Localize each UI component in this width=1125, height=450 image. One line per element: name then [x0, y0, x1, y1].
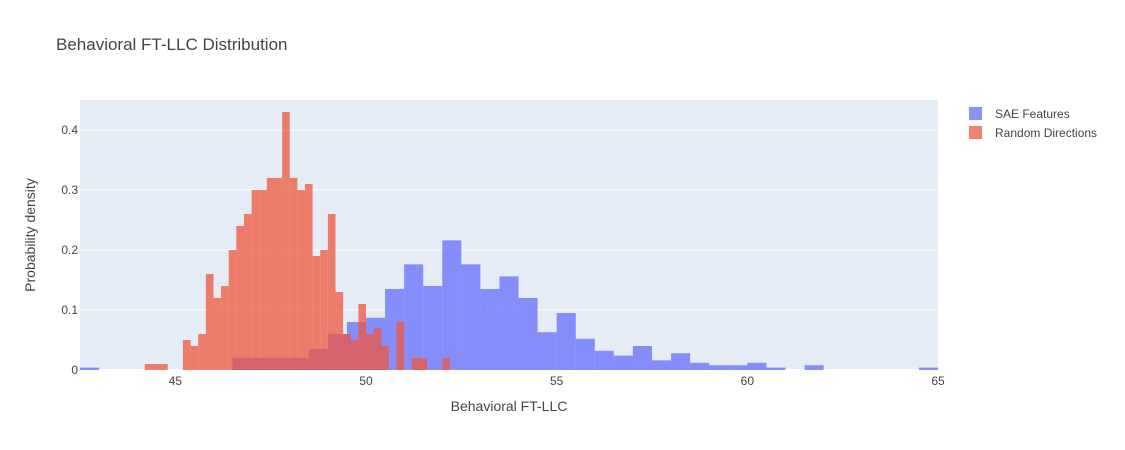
x-axis-ticks: 45 50 55 60 65 — [169, 374, 945, 388]
legend-swatch — [969, 126, 982, 139]
histogram-bar[interactable] — [213, 298, 222, 370]
histogram-bar[interactable] — [320, 250, 328, 370]
y-tick-label: 0.3 — [61, 183, 78, 197]
histogram-bar[interactable] — [243, 214, 252, 370]
y-axis-ticks: 0 0.1 0.2 0.3 0.4 — [61, 123, 78, 377]
legend-label: SAE Features — [995, 107, 1070, 121]
chart-title: Behavioral FT-LLC Distribution — [56, 35, 287, 54]
histogram-bar[interactable] — [182, 340, 191, 370]
histogram-bar[interactable] — [198, 334, 206, 370]
histogram-bar[interactable] — [335, 292, 344, 370]
histogram-bar[interactable] — [282, 112, 290, 370]
histogram-bar[interactable] — [652, 360, 672, 370]
histogram-bar[interactable] — [442, 358, 450, 370]
x-tick-label: 45 — [169, 374, 183, 388]
histogram-bar[interactable] — [423, 286, 443, 370]
x-tick-label: 55 — [550, 374, 564, 388]
legend-item[interactable]: SAE Features — [969, 107, 1070, 121]
histogram-bar[interactable] — [274, 178, 283, 370]
y-tick-label: 0 — [71, 363, 78, 377]
histogram-bar[interactable] — [289, 178, 298, 370]
histogram-bar[interactable] — [144, 364, 168, 370]
histogram-bar[interactable] — [480, 289, 500, 370]
histogram-bar[interactable] — [728, 365, 748, 370]
x-tick-label: 60 — [741, 374, 755, 388]
x-tick-label: 65 — [931, 374, 945, 388]
histogram-bar[interactable] — [766, 367, 786, 370]
histogram-bar[interactable] — [343, 334, 351, 370]
histogram-bar[interactable] — [537, 332, 557, 370]
histogram-bar[interactable] — [221, 286, 229, 370]
histogram-bar[interactable] — [499, 276, 519, 370]
histogram-bar[interactable] — [804, 365, 824, 370]
histogram-bar[interactable] — [259, 190, 267, 370]
histogram-bar[interactable] — [594, 350, 614, 370]
histogram-bar[interactable] — [404, 264, 424, 370]
histogram-bar[interactable] — [709, 365, 729, 370]
y-tick-label: 0.2 — [61, 243, 78, 257]
histogram-bar[interactable] — [918, 367, 938, 370]
histogram-bar[interactable] — [671, 353, 691, 370]
histogram-bar[interactable] — [312, 256, 321, 370]
x-axis-title: Behavioral FT-LLC — [451, 398, 568, 414]
histogram-bar[interactable] — [690, 362, 710, 370]
y-tick-label: 0.4 — [61, 123, 78, 137]
histogram-bar[interactable] — [350, 340, 359, 370]
histogram-bar[interactable] — [575, 338, 595, 370]
histogram-bar[interactable] — [518, 298, 538, 370]
histogram-bar[interactable] — [297, 190, 305, 370]
histogram-bar[interactable] — [327, 214, 336, 370]
histogram-bar[interactable] — [304, 184, 313, 370]
histogram-bar[interactable] — [613, 355, 633, 370]
histogram-bar[interactable] — [632, 346, 652, 370]
histogram-bar[interactable] — [358, 304, 366, 370]
histogram-bar[interactable] — [190, 346, 199, 370]
histogram-bar[interactable] — [373, 328, 382, 370]
histogram-bar[interactable] — [556, 313, 576, 370]
legend-item[interactable]: Random Directions — [969, 126, 1097, 140]
x-tick-label: 50 — [359, 374, 373, 388]
legend[interactable]: SAE Features Random Directions — [969, 107, 1097, 140]
histogram-bar[interactable] — [366, 334, 374, 370]
histogram-bar[interactable] — [747, 362, 767, 370]
histogram-bar[interactable] — [80, 367, 100, 370]
y-tick-label: 0.1 — [61, 303, 78, 317]
y-axis-title: Probability density — [22, 178, 38, 292]
series-random-directions — [144, 112, 450, 370]
histogram-bar[interactable] — [266, 178, 275, 370]
histogram-bar[interactable] — [228, 250, 237, 370]
legend-label: Random Directions — [995, 126, 1097, 140]
histogram-bar[interactable] — [251, 190, 260, 370]
histogram-bar[interactable] — [205, 274, 214, 370]
histogram-bar[interactable] — [461, 264, 481, 370]
histogram-bar[interactable] — [396, 322, 405, 370]
histogram-bars — [80, 112, 938, 370]
histogram-bar[interactable] — [442, 240, 462, 370]
histogram-bar[interactable] — [236, 226, 244, 370]
histogram-bar[interactable] — [381, 346, 389, 370]
legend-swatch — [969, 107, 982, 120]
histogram-bar[interactable] — [411, 358, 428, 370]
